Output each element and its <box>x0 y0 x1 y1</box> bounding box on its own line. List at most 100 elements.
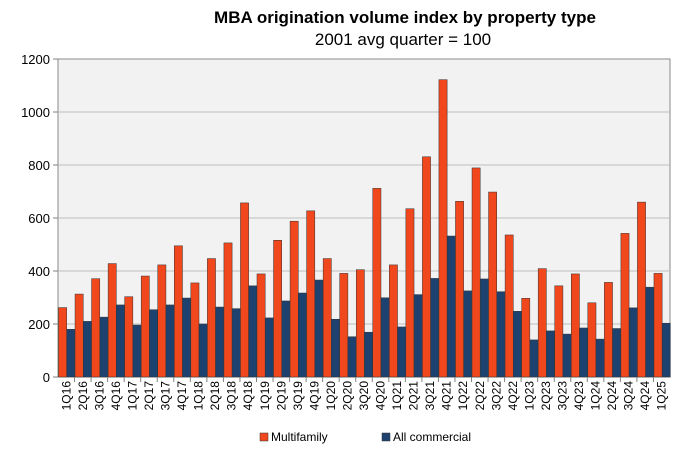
bar-multifamily-4Q24 <box>637 201 646 378</box>
bar-all-commercial-4Q20 <box>380 297 390 378</box>
bar-multifamily-3Q22 <box>488 191 497 378</box>
bar-multifamily-4Q18 <box>240 202 249 378</box>
bar-multifamily-4Q21 <box>438 79 448 378</box>
bar-all-commercial-1Q20 <box>331 318 340 378</box>
x-tick-label: 1Q24 <box>589 381 603 411</box>
bar-multifamily-4Q20 <box>372 188 382 378</box>
bar-all-commercial-2Q23 <box>546 330 555 378</box>
x-tick-label: 1Q19 <box>258 381 272 411</box>
bar-all-commercial-3Q16 <box>99 316 109 378</box>
bar-multifamily-3Q21 <box>422 156 431 378</box>
bar-all-commercial-1Q16 <box>66 329 76 378</box>
bar-all-commercial-2Q19 <box>281 300 291 378</box>
bar-all-commercial-3Q19 <box>298 292 307 378</box>
bar-all-commercial-3Q20 <box>364 331 373 378</box>
bar-multifamily-1Q19 <box>256 273 266 378</box>
legend-swatch-all-commercial <box>381 432 391 442</box>
x-tick-label: 4Q17 <box>175 381 189 411</box>
x-tick-label: 1Q25 <box>655 381 669 411</box>
chart-subtitle: 2001 avg quarter = 100 <box>315 30 491 49</box>
y-tick-label: 200 <box>28 317 50 332</box>
bar-all-commercial-3Q17 <box>165 304 175 378</box>
bar-multifamily-4Q16 <box>107 263 117 378</box>
x-tick-label: 4Q24 <box>638 381 652 411</box>
bar-multifamily-1Q20 <box>322 258 332 378</box>
bar-multifamily-4Q23 <box>571 273 580 378</box>
bar-all-commercial-1Q23 <box>529 339 539 378</box>
bar-all-commercial-1Q25 <box>661 322 671 378</box>
x-tick-label: 1Q23 <box>522 381 536 411</box>
bar-all-commercial-2Q24 <box>612 328 621 378</box>
bar-multifamily-2Q16 <box>74 293 84 378</box>
bar-all-commercial-4Q24 <box>645 286 655 378</box>
bar-all-commercial-4Q17 <box>182 297 191 378</box>
x-axis: 1Q16 2Q16 3Q16 4Q16 1Q17 2Q17 3Q17 4Q17 1Q18 2Q18… <box>59 377 669 411</box>
x-tick-label: 1Q18 <box>192 381 206 411</box>
x-tick-label: 2Q17 <box>142 381 156 411</box>
legend-swatch-multifamily <box>259 432 269 442</box>
bar-multifamily-1Q18 <box>190 282 200 378</box>
x-tick-label: 3Q21 <box>423 381 437 411</box>
bar-multifamily-2Q23 <box>537 268 547 378</box>
x-tick-label: 4Q16 <box>109 381 123 411</box>
x-tick-label: 2Q23 <box>539 381 553 411</box>
x-tick-label: 2Q24 <box>605 381 619 411</box>
bar-all-commercial-4Q21 <box>446 235 456 378</box>
x-tick-label: 1Q17 <box>125 381 139 411</box>
bar-multifamily-1Q23 <box>521 298 531 378</box>
legend: Multifamily All commercial <box>259 430 471 444</box>
x-tick-label: 3Q18 <box>225 381 239 411</box>
y-tick-label: 800 <box>28 158 50 173</box>
bar-all-commercial-2Q17 <box>149 309 158 378</box>
bar-all-commercial-4Q16 <box>116 304 125 378</box>
bar-multifamily-4Q17 <box>174 245 183 378</box>
chart-title: MBA origination volume index by property… <box>214 8 596 27</box>
bars <box>58 79 671 378</box>
x-tick-label: 3Q24 <box>622 381 636 411</box>
bar-multifamily-1Q22 <box>455 201 464 378</box>
bar-multifamily-2Q17 <box>140 275 150 378</box>
bar-all-commercial-4Q18 <box>248 285 258 378</box>
bar-multifamily-4Q22 <box>504 234 514 378</box>
x-tick-label: 4Q23 <box>572 381 586 411</box>
x-tick-label: 1Q22 <box>456 381 470 411</box>
x-tick-label: 2Q21 <box>407 381 421 411</box>
bar-all-commercial-4Q22 <box>513 311 522 378</box>
bar-all-commercial-3Q24 <box>628 307 638 378</box>
bar-multifamily-1Q21 <box>389 264 398 378</box>
x-tick-label: 4Q18 <box>241 381 255 411</box>
x-tick-label: 1Q20 <box>324 381 338 411</box>
x-tick-label: 4Q19 <box>307 381 321 411</box>
bar-multifamily-1Q24 <box>587 302 597 378</box>
x-tick-label: 3Q16 <box>92 381 106 411</box>
x-tick-label: 2Q22 <box>473 381 487 411</box>
y-tick-label: 400 <box>28 264 50 279</box>
bar-multifamily-1Q17 <box>124 296 134 378</box>
bar-all-commercial-4Q19 <box>314 279 324 378</box>
bar-all-commercial-2Q16 <box>82 321 92 378</box>
bar-multifamily-2Q24 <box>604 282 613 378</box>
x-tick-label: 1Q21 <box>390 381 404 411</box>
x-tick-label: 2Q20 <box>340 381 354 411</box>
bar-all-commercial-2Q18 <box>215 306 225 378</box>
bar-all-commercial-3Q18 <box>231 308 241 378</box>
x-tick-label: 1Q16 <box>59 381 73 411</box>
legend-label-multifamily: Multifamily <box>271 430 328 444</box>
x-tick-label: 3Q17 <box>159 381 173 411</box>
bar-multifamily-2Q22 <box>471 167 481 378</box>
bar-multifamily-1Q16 <box>58 307 67 378</box>
x-tick-label: 4Q21 <box>440 381 454 411</box>
bar-all-commercial-1Q24 <box>595 338 605 378</box>
bar-all-commercial-3Q22 <box>496 291 506 378</box>
x-tick-label: 3Q20 <box>357 381 371 411</box>
bar-all-commercial-1Q17 <box>132 324 142 378</box>
bar-multifamily-2Q19 <box>273 240 282 378</box>
x-tick-label: 3Q22 <box>489 381 503 411</box>
x-tick-label: 2Q18 <box>208 381 222 411</box>
x-tick-label: 2Q16 <box>76 381 90 411</box>
bar-multifamily-3Q20 <box>355 269 365 378</box>
bar-multifamily-3Q19 <box>289 220 299 378</box>
bar-all-commercial-1Q22 <box>463 290 473 378</box>
y-tick-label: 1200 <box>21 52 50 67</box>
